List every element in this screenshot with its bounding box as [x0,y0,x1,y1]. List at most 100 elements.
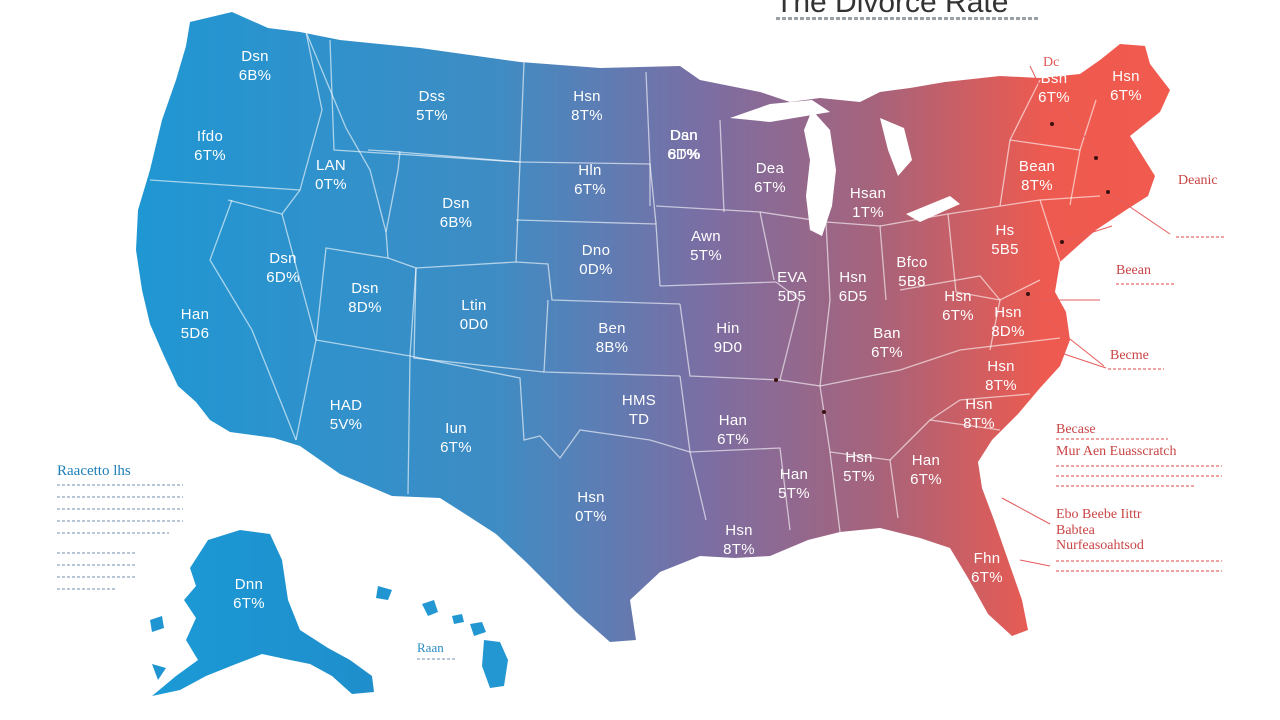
state-rate: 6T% [910,471,942,488]
state-label: Hsan 1T% [850,184,886,222]
annotation-deanic: Deanic [1178,173,1218,188]
state-abbrev: Dsn [241,48,269,65]
annotation-mur-lines-2 [1056,475,1222,477]
state-label: Bfco 5B8 [896,253,927,291]
alaska-island-3 [152,664,166,680]
state-label: Dan 8T% [668,126,700,164]
state-rate: 6T% [871,344,903,361]
state-abbrev: Han [911,452,941,469]
state-rate: 5T% [416,107,448,124]
annotation-nurfa: Nurfeasoahtsod [1056,538,1144,553]
state-rate: 8T% [571,107,603,124]
lake-erie [906,196,960,222]
state-rate: 8D% [348,299,382,316]
state-rate: 6T% [754,179,786,196]
hawaii-label-line [417,658,457,660]
state-abbrev: Hsn [577,489,605,506]
annotation-babtea: Babtea [1056,523,1095,538]
legend-line-4 [57,520,183,522]
state-label: Hsn 8T% [571,87,603,125]
state-label: Hsn 6T% [942,287,974,325]
state-label: Han 5D6 [181,305,209,343]
title-underline [776,17,1038,20]
state-label: Dsn 6B% [239,47,272,85]
state-abbrev: Han [779,466,809,483]
state-abbrev: Dsn [670,127,698,144]
state-abbrev: Hsan [849,185,887,202]
state-abbrev: Bsn [1040,70,1068,87]
marker-dot [1026,292,1030,296]
state-label: Han 6T% [910,451,942,489]
state-borders [149,31,1101,533]
state-label: Ben 8B% [596,319,629,357]
state-abbrev: Dan [669,127,699,144]
state-rate: 8T% [723,541,755,558]
state-rate: 0D% [579,261,613,278]
state-rate: 6D% [667,146,701,163]
state-abbrev: Hsn [994,304,1022,321]
state-label: Hsn 8T% [985,357,1017,395]
state-label: Iun 6T% [440,419,472,457]
state-abbrev: LAN [315,157,347,174]
state-abbrev: HsS [1179,172,1209,189]
state-abbrev: Bean [1018,158,1056,175]
state-rate: TD [628,411,650,428]
legend-line-8 [57,576,135,578]
annotation-mur-lines-1 [1056,465,1222,467]
state-abbrev: Dea [755,160,785,177]
state-rate: 6D5 [838,288,868,305]
state-abbrev: Hsn [987,358,1015,375]
state-rate: 6T% [440,439,472,456]
state-rate: 6T% [1038,89,1070,106]
state-rate: 5T% [843,468,875,485]
legend-line-6 [57,552,135,554]
state-abbrev: Han [180,306,210,323]
state-rate: 6T% [1110,87,1142,104]
state-rate: 5B8 [898,273,926,290]
state-label: Dsn 8D% [348,279,381,317]
state-label: Hsn 6D5 [839,268,867,306]
annotation-mur: Mur Aen Euasscratch [1056,444,1177,459]
state-rate: 1T% [852,204,884,221]
annotation-beean: Beean [1116,263,1151,278]
state-label: Hsn 5T% [843,448,875,486]
state-rate: 0T% [315,176,347,193]
lake-superior [730,100,830,122]
state-rate: 8T% [668,146,700,163]
annotation-beean-lines [1116,283,1176,285]
annotation-nurfa-lines-1 [1056,560,1222,562]
state-abbrev: HMS [621,392,657,409]
state-abbrev: Dss [418,88,446,105]
state-label: Hsn 8D% [991,303,1024,341]
state-rate: 8T% [1178,191,1210,208]
state-rate: 5T% [690,247,722,264]
state-abbrev: Dsn [442,195,470,212]
state-rate: 6T% [574,181,606,198]
state-abbrev: Fhn [973,550,1001,567]
state-abbrev: Hsn [725,522,753,539]
state-label: Ltin 0D0 [460,296,488,334]
state-abbrev: Hin [716,320,740,337]
us-outline [136,12,1170,642]
state-rate: 8T% [985,377,1017,394]
annotation-deanic-lines [1176,236,1226,238]
annotation-ebo: Ebo Beebe Iittr [1056,507,1142,522]
state-rate: 6T% [233,595,265,612]
state-label: Ban 6T% [871,324,903,362]
state-abbrev: Ltin [461,297,487,314]
state-abbrev: Hsn [845,449,873,466]
state-label: Dsn 6D% [266,249,299,287]
annotation-becme-lines [1108,368,1164,370]
state-label: Hsn 8T% [963,395,995,433]
state-label: HAD 5V% [330,396,363,434]
marker-dot [822,410,826,414]
state-label: Fhn 6T% [971,549,1003,587]
state-abbrev: Ifdo [196,128,224,145]
state-abbrev: EVA [777,269,807,286]
contiguous-us [136,12,1170,642]
state-label: LAN 0T% [315,156,347,194]
state-label: Hsn 8T% [723,521,755,559]
state-abbrev: Hsn [1112,68,1140,85]
state-rate: 0T% [575,508,607,525]
state-label: Dno 0D% [579,241,612,279]
